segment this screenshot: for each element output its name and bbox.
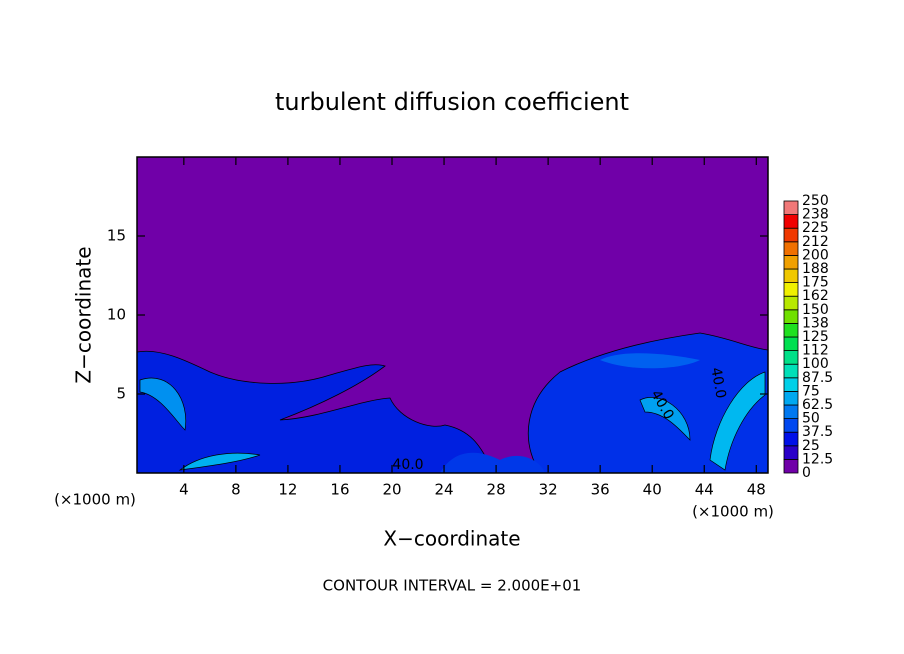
colorbar-label: 150 [802, 302, 829, 318]
x-tick-label: 8 [231, 481, 241, 499]
colorbar-label: 238 [802, 207, 829, 223]
field-streak [639, 397, 691, 441]
colorbar-label: 250 [802, 193, 829, 209]
colorbar-label: 225 [802, 220, 829, 236]
x-tick-label: 12 [278, 481, 297, 499]
colorbar-swatch [783, 241, 799, 256]
x-tick-label: 40 [643, 481, 662, 499]
x-tick-label: 32 [539, 481, 558, 499]
field-streak [178, 452, 261, 471]
colorbar-swatch [783, 322, 799, 338]
colorbar-swatch [783, 295, 799, 311]
colorbar-swatch [783, 418, 799, 433]
x-tick-label: 48 [747, 481, 766, 499]
contour-label: 40.0 [707, 366, 728, 399]
field-region [440, 452, 545, 473]
colorbar-label: 12.5 [802, 451, 833, 467]
colorbar-label: 37.5 [802, 424, 833, 440]
colorbar-swatch [783, 200, 799, 216]
y-axis-label: Z−coordinate [72, 246, 96, 383]
colorbar-label: 188 [802, 261, 829, 277]
colorbar-label: 62.5 [802, 397, 833, 413]
colorbar-swatch [783, 377, 799, 392]
x-tick-label: 16 [330, 481, 349, 499]
colorbar-label: 138 [802, 315, 829, 331]
colorbar-label: 175 [802, 275, 829, 291]
colorbar-label: 25 [802, 438, 820, 454]
colorbar-label: 212 [802, 234, 829, 250]
x-tick-label: 44 [695, 481, 714, 499]
colorbar-swatch [783, 458, 799, 474]
field-region [136, 350, 496, 474]
colorbar-swatch [783, 390, 799, 406]
colorbar-swatch [783, 214, 799, 229]
colorbar-swatch [783, 404, 799, 420]
x-unit-label: (×1000 m) [692, 503, 774, 521]
colorbar-swatch [783, 363, 799, 379]
colorbar-swatch [783, 268, 799, 284]
colorbar-label: 50 [802, 411, 820, 427]
colorbar-label: 0 [802, 465, 811, 481]
x-tick-label: 36 [591, 481, 610, 499]
x-tick-label: 20 [382, 481, 401, 499]
colorbar-label: 100 [802, 356, 829, 372]
colorbar-swatch [783, 350, 799, 365]
x-tick-label: 24 [434, 481, 453, 499]
x-tick-label: 28 [487, 481, 506, 499]
colorbar-swatch [783, 227, 799, 243]
y-tick-label: 5 [116, 385, 126, 403]
colorbar-label: 75 [802, 383, 820, 399]
colorbar-swatch [783, 282, 799, 297]
colorbar-swatch [783, 254, 799, 270]
colorbar-swatch [783, 445, 799, 460]
contour-label: 40.0 [392, 457, 423, 473]
colorbar-label: 87.5 [802, 370, 833, 386]
contour-interval: CONTOUR INTERVAL = 2.000E+01 [323, 577, 582, 595]
colorbar-label: 200 [802, 247, 829, 263]
x-tick-label: 4 [179, 481, 189, 499]
colorbar-swatch [783, 431, 799, 447]
colorbar-label: 162 [802, 288, 829, 304]
colorbar-swatch [783, 309, 799, 324]
y-tick-label: 15 [107, 227, 126, 245]
x-axis-label: X−coordinate [383, 527, 520, 551]
y-unit-label: (×1000 m) [54, 491, 136, 509]
y-tick-label: 10 [107, 306, 126, 324]
field-streak [139, 377, 187, 431]
field-streak [600, 353, 700, 369]
field [136, 157, 769, 474]
chart-title: turbulent diffusion coefficient [275, 88, 629, 116]
field-streak [709, 371, 766, 471]
colorbar-label: 125 [802, 329, 829, 345]
colorbar-label: 112 [802, 343, 829, 359]
colorbar-swatch [783, 336, 799, 352]
